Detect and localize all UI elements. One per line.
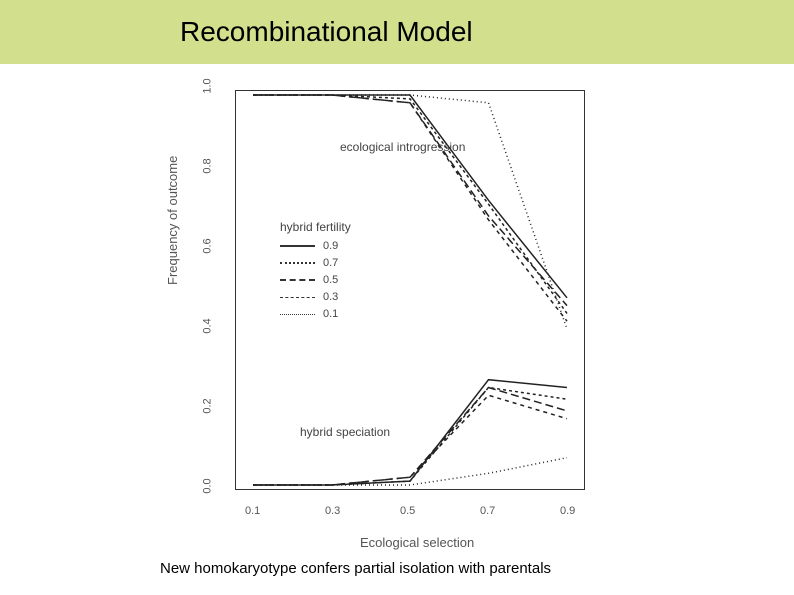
- legend-title: hybrid fertility: [280, 220, 351, 234]
- title-bar: Recombinational Model: [0, 0, 794, 64]
- ytick-0: 0.0: [202, 478, 214, 493]
- legend-swatch-2: [280, 279, 315, 281]
- annotation-upper: ecological introgression: [340, 140, 465, 154]
- legend-item-1: 0.7: [280, 257, 338, 269]
- xtick-2: 0.5: [400, 505, 415, 517]
- xtick-0: 0.1: [245, 505, 260, 517]
- legend-swatch-0: [280, 245, 315, 247]
- x-axis-label: Ecological selection: [360, 535, 474, 550]
- legend-item-3: 0.3: [280, 291, 338, 303]
- xtick-1: 0.3: [325, 505, 340, 517]
- xtick-3: 0.7: [480, 505, 495, 517]
- xtick-4: 0.9: [560, 505, 575, 517]
- legend-label-1: 0.7: [323, 257, 338, 269]
- legend-label-0: 0.9: [323, 240, 338, 252]
- legend-swatch-1: [280, 262, 315, 264]
- ytick-3: 0.6: [202, 238, 214, 253]
- legend-label-2: 0.5: [323, 274, 338, 286]
- ytick-1: 0.2: [202, 398, 214, 413]
- ytick-4: 0.8: [202, 158, 214, 173]
- legend-label-3: 0.3: [323, 291, 338, 303]
- legend-item-4: 0.1: [280, 308, 338, 320]
- legend-swatch-3: [280, 297, 315, 298]
- legend-item-0: 0.9: [280, 240, 338, 252]
- legend-swatch-4: [280, 314, 315, 315]
- legend-item-2: 0.5: [280, 274, 338, 286]
- ytick-2: 0.4: [202, 318, 214, 333]
- legend-label-4: 0.1: [323, 308, 338, 320]
- y-axis-label: Frequency of outcome: [165, 156, 180, 285]
- chart-container: Frequency of outcome Ecological selectio…: [190, 85, 610, 535]
- annotation-lower: hybrid speciation: [300, 425, 390, 439]
- footer-caption: New homokaryotype confers partial isolat…: [160, 560, 551, 577]
- ytick-5: 1.0: [202, 78, 214, 93]
- page-title: Recombinational Model: [180, 16, 473, 48]
